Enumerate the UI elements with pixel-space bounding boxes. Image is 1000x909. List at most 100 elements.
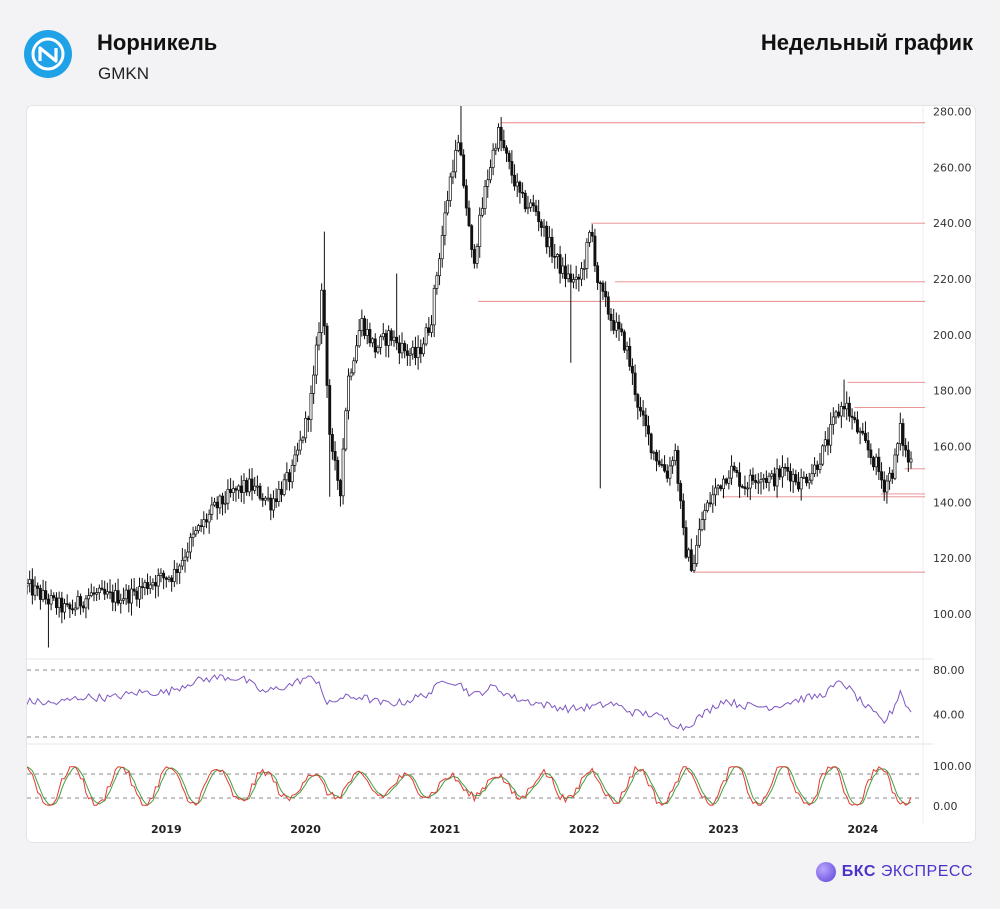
candle-body [708,502,712,505]
candle-body [140,586,144,588]
candle-body [585,242,589,269]
candle-body [448,176,452,201]
candle-body [783,466,787,469]
candle-body [547,236,551,248]
candle-body [65,603,69,605]
candle-body [210,504,214,515]
candle-body [872,457,875,468]
candle-body [333,451,337,461]
candle-body [371,338,375,344]
candle-body [692,563,696,571]
candle-body [213,501,216,506]
candle-body [558,254,562,274]
candle-body [446,200,450,214]
candle-body [33,585,37,596]
rsi-line [27,674,912,732]
candle-body [574,276,578,280]
candle-body [609,313,613,321]
candle-body [730,465,733,479]
candle-body [435,275,439,289]
candle-body [38,587,42,600]
candle-body [839,406,843,417]
candle-body [716,485,720,489]
candle-body [237,485,241,491]
candle-body [263,497,267,501]
candle-body [266,497,270,500]
candle-body [293,454,297,466]
candle-body [847,402,851,417]
candle-body [775,468,779,487]
candle-body [695,544,699,564]
candle-body [855,419,859,433]
candle-body [298,439,302,451]
candle-body [754,480,758,483]
candle-body [767,475,771,483]
candle-body [593,235,597,267]
candle-body [778,468,782,478]
candle-body [148,584,152,589]
stoch-tick-label: 0.00 [933,800,958,813]
candle-body [772,473,776,487]
candle-body [660,464,664,466]
candle-body [164,577,168,580]
candle-body [143,582,147,588]
candle-body [582,268,586,270]
price-tick-label: 160.00 [933,441,972,454]
candle-body [97,587,101,594]
candle-body [306,417,310,420]
candle-body [647,425,650,435]
candle-body [27,583,29,587]
candle-body [620,328,624,333]
candle-body [480,208,484,216]
candle-body [186,551,190,558]
candle-body [226,489,230,504]
candle-body [215,501,219,509]
candle-body [349,372,353,377]
candle-body [743,486,747,489]
candle-body [606,296,610,315]
candle-body [456,142,460,151]
candle-body [30,579,34,596]
candle-body [880,471,884,481]
candle-body [663,464,667,472]
candle-body [805,476,808,484]
nornickel-logo-icon [24,30,72,78]
candle-body [454,150,458,173]
candle-body [312,374,316,394]
candle-body [762,478,766,481]
candle-body [258,485,262,499]
stoch-tick-label: 100.00 [933,760,972,773]
candle-body [178,565,182,573]
candle-body [92,592,96,595]
candle-body [73,607,77,611]
candle-body [700,519,704,531]
candle-body [636,394,640,408]
candle-body [239,485,243,493]
candle-body [84,598,88,609]
candle-body [612,320,616,331]
price-tick-label: 100.00 [933,608,972,621]
candle-body [119,599,123,604]
candle-body [748,474,752,489]
candle-body [57,597,61,609]
candle-body [46,598,50,605]
candle-body [194,530,198,535]
candle-body [277,488,281,502]
candle-body [438,258,441,277]
candle-body [196,525,200,531]
candle-body [555,254,559,257]
candle-body [488,167,492,181]
candle-body [869,449,873,458]
candle-body [296,449,300,456]
candle-body [797,481,800,490]
candle-body [668,465,672,479]
candle-body [633,372,637,395]
candle-body [580,268,583,280]
candle-body [850,415,854,418]
candle-body [183,556,187,561]
candle-body [499,126,503,141]
candle-body [751,474,755,481]
candle-body [821,445,825,465]
candle-body [138,586,141,600]
candle-body [641,410,645,416]
